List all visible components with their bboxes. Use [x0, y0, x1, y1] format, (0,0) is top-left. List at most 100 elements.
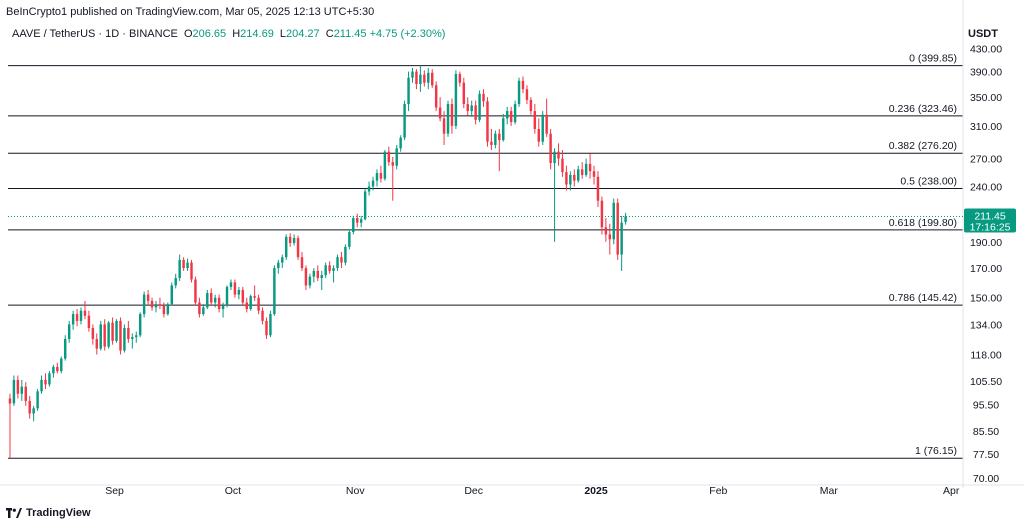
- candle-body: [237, 289, 241, 295]
- candle-body: [620, 222, 623, 255]
- candle-body: [466, 104, 469, 112]
- candle-body: [454, 73, 458, 126]
- candle-body: [348, 232, 351, 247]
- time-axis[interactable]: Sep Oct Nov Dec 2025 Feb Mar Apr: [0, 484, 1024, 497]
- candle-body: [529, 99, 533, 112]
- candle-body: [245, 302, 248, 310]
- candle-body: [107, 322, 110, 347]
- candle-body: [446, 104, 450, 134]
- candle-body: [580, 169, 584, 175]
- candle-body: [517, 80, 521, 105]
- candle-body: [135, 335, 138, 338]
- time-tick-label: Dec: [464, 485, 483, 497]
- fib-level-label: 0.786 (145.42): [889, 292, 957, 304]
- candle-body: [533, 111, 537, 129]
- candle-body: [304, 268, 308, 286]
- candle-body: [142, 294, 146, 315]
- high-value: 214.69: [240, 28, 274, 40]
- candle-body: [123, 327, 126, 351]
- candle-body: [288, 236, 292, 244]
- candle-body: [498, 133, 501, 141]
- candle-body: [608, 234, 612, 240]
- candle-body: [284, 236, 288, 258]
- candle-body: [312, 270, 316, 277]
- candle-body: [198, 302, 201, 315]
- candle-body: [352, 218, 355, 233]
- candle-body: [438, 107, 442, 119]
- candle-body: [48, 373, 51, 385]
- candle-body: [221, 305, 225, 310]
- candle-body: [600, 200, 604, 228]
- candle-body: [296, 238, 300, 258]
- candle-body: [502, 118, 505, 141]
- candle-body: [588, 163, 592, 172]
- fib-level-label: 1 (76.15): [915, 445, 957, 457]
- candle-body: [320, 275, 323, 279]
- candle-body: [75, 314, 79, 321]
- candle-body: [111, 322, 114, 341]
- candle-body: [194, 279, 197, 303]
- low-value: 204.27: [286, 28, 320, 40]
- candle-body: [24, 386, 27, 401]
- candle-body: [573, 174, 576, 181]
- candle-body: [612, 202, 615, 240]
- candle-body: [379, 173, 383, 179]
- fib-level-label: 0.382 (276.20): [889, 140, 957, 152]
- candle-body: [281, 257, 284, 263]
- candle-body: [403, 104, 406, 138]
- candle-body: [269, 314, 272, 336]
- candle-body: [356, 218, 359, 223]
- candle-body: [482, 93, 485, 102]
- tradingview-brand: TradingView: [26, 507, 91, 519]
- price-tick-label: 350.00: [970, 92, 1002, 104]
- candle-body: [371, 180, 375, 187]
- price-tick-label: 70.00: [973, 473, 999, 485]
- candle-body: [63, 339, 67, 359]
- candle-body: [407, 77, 410, 105]
- price-tick-label: 270.00: [970, 154, 1002, 166]
- candle-body: [103, 324, 106, 347]
- candle-body: [486, 101, 489, 142]
- last-price-badge: [964, 208, 1016, 233]
- candle-body: [316, 270, 320, 279]
- price-tick-label: 118.00: [970, 350, 1001, 362]
- candle-body: [395, 148, 398, 166]
- tradingview-footer[interactable]: TradingView: [6, 507, 91, 519]
- candle-body: [336, 257, 339, 269]
- candle-body: [16, 379, 20, 394]
- candle-body: [616, 202, 619, 255]
- candle-body: [596, 176, 600, 201]
- currency-label[interactable]: USDT: [968, 28, 998, 40]
- symbol-title[interactable]: AAVE / TetherUS · 1D · BINANCE: [12, 28, 178, 40]
- candle-body: [28, 400, 31, 414]
- candle-body: [115, 320, 118, 341]
- candle-body: [569, 174, 572, 185]
- candle-body: [79, 310, 83, 321]
- candle-body: [592, 171, 596, 177]
- candle-body: [387, 151, 391, 163]
- candle-body: [549, 133, 552, 164]
- candle-body: [40, 379, 43, 392]
- last-price-value: 211.45: [974, 210, 1005, 222]
- candle-body: [241, 289, 245, 303]
- price-axis[interactable]: 430.00390.00350.00310.00270.00240.00210.…: [962, 0, 1002, 488]
- candle-body: [474, 105, 477, 120]
- candle-body: [233, 282, 237, 295]
- open-value: 206.65: [192, 28, 227, 40]
- candle-body: [375, 173, 379, 181]
- candle-body: [565, 172, 568, 185]
- candle-body: [213, 297, 217, 303]
- candle-body: [166, 304, 170, 315]
- candle-body: [249, 296, 252, 310]
- time-tick-label: Apr: [943, 485, 960, 497]
- candle-body: [44, 379, 47, 385]
- candle-body: [174, 278, 177, 286]
- candle-body: [584, 163, 588, 175]
- time-tick-label: Feb: [709, 485, 727, 497]
- candle-body: [158, 304, 162, 306]
- price-tick-label: 310.00: [970, 121, 1002, 133]
- candle-body: [202, 307, 205, 315]
- candle-body: [505, 111, 509, 119]
